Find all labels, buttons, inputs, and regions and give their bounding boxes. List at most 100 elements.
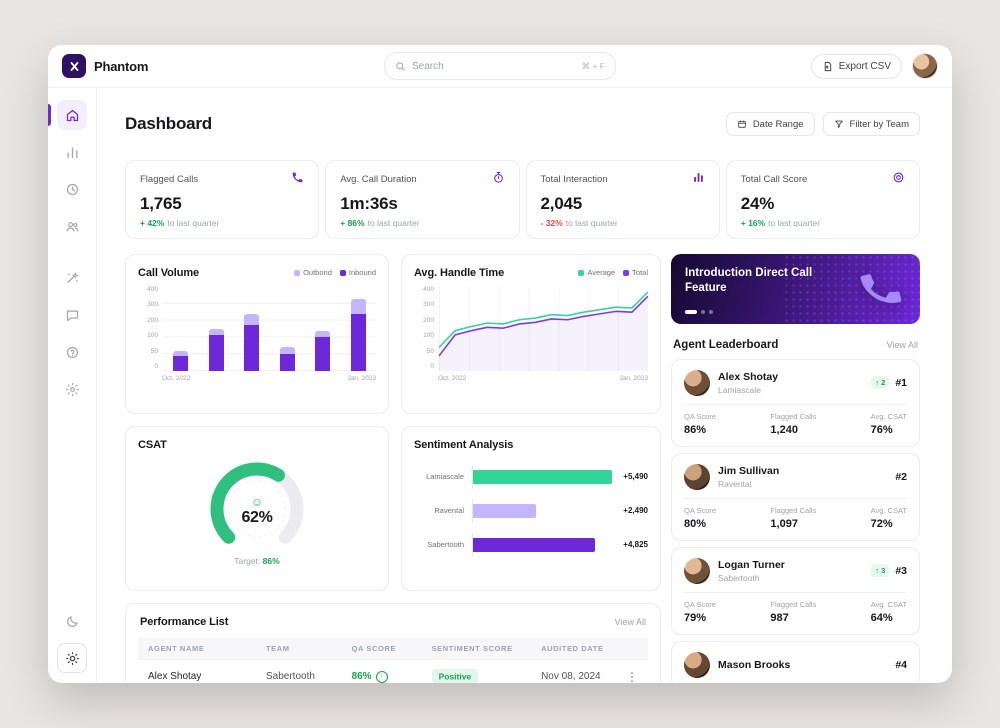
leaderboard-card-2[interactable]: Jim Sullivan Ravental #2 QA Score 80% Flag… — [671, 452, 920, 541]
sentiment-rows: Lamiascale +5,490 Ravental +2,490 — [414, 464, 648, 557]
row-menu-button[interactable]: ⋮ — [615, 658, 648, 683]
rank-label: #2 — [895, 470, 907, 483]
stacked-bar — [173, 287, 188, 371]
sentiment-row: Ravental +2,490 — [414, 498, 648, 523]
stat-label: Total Interaction — [540, 174, 608, 186]
stat-value: 24% — [740, 193, 775, 213]
sidebar-item-analytics[interactable] — [57, 137, 87, 167]
sidebar-item-support[interactable] — [57, 337, 87, 367]
handle-time-title: Avg. Handle Time — [414, 266, 505, 279]
stat-card-total-call-score: Total Call Score 24% + 16% to last quarte… — [725, 159, 920, 239]
phantom-logo-icon — [62, 54, 86, 78]
date-range-button[interactable]: Date Range — [725, 112, 815, 137]
sidebar-item-agents[interactable] — [57, 211, 87, 241]
search-placeholder: Search — [412, 60, 444, 72]
carousel-dot[interactable] — [701, 309, 705, 314]
sidebar-item-home[interactable] — [57, 100, 87, 130]
sidebar-item-history[interactable] — [57, 174, 87, 204]
banner-carousel-dots[interactable] — [685, 309, 713, 314]
search-input[interactable]: Search ⌘ + F — [384, 52, 616, 80]
cell-team: Sabertooth — [255, 658, 342, 683]
agents-icon — [66, 221, 78, 231]
export-icon — [822, 61, 833, 72]
performance-list-card: Performance List View All Agent Name Tea… — [125, 602, 661, 683]
sentiment-bar — [473, 503, 537, 518]
stat-label: Flagged Calls — [140, 174, 199, 186]
table-row[interactable]: Alex Shotay Sabertooth 86% ↑ Positive Nov… — [138, 658, 648, 683]
leaderboard-card-4[interactable]: Mason Brooks #4 — [671, 640, 920, 683]
handle-time-legend: Average Total — [578, 268, 648, 277]
stat-delta-suffix: to last quarter — [565, 217, 618, 228]
agent-avatar — [684, 463, 710, 490]
performance-title: Performance List — [140, 615, 229, 628]
sentiment-row: Lamiascale +5,490 — [414, 464, 648, 489]
sidebar-item-messages[interactable] — [57, 300, 87, 330]
csat-target: Target: 86% — [234, 555, 280, 566]
search-shortcut: ⌘ + F — [581, 60, 605, 71]
stat-card-total-interaction: Total Interaction 2,045 - 32% to last qua… — [525, 159, 720, 239]
stats-row: Flagged Calls 1,765 + 42% to last quarter… — [125, 159, 920, 239]
leaderboard-card-3[interactable]: Logan Turner Sabertooth ↑ 3 #3 QA Score 79%… — [671, 546, 920, 635]
agent-avatar — [684, 557, 710, 584]
cell-agent-name: Alex Shotay — [138, 658, 256, 683]
brand: Phantom — [62, 54, 384, 78]
stacked-bar — [244, 287, 260, 371]
home-icon — [66, 109, 78, 121]
cell-sentiment: Positive — [421, 658, 532, 683]
automation-icon — [67, 271, 79, 283]
arrow-up-circle-icon: ↑ — [375, 670, 388, 683]
stat-value: 2,045 — [540, 193, 583, 213]
stat-label: Avg. Call Duration — [340, 174, 417, 186]
sentiment-badge: Positive — [431, 668, 479, 683]
call-volume-y-axis: 400 300 200 100 50 0 — [147, 285, 158, 371]
performance-table: Agent Name Team QA Score Sentiment Score… — [138, 637, 648, 683]
export-csv-button[interactable]: Export CSV — [810, 53, 902, 79]
carousel-dot[interactable] — [685, 309, 697, 314]
handle-time-card: Avg. Handle Time Average Total 400 300 200… — [401, 253, 661, 414]
stat-value: 1,765 — [140, 193, 182, 213]
filter-icon — [834, 119, 844, 129]
date-range-label: Date Range — [752, 118, 804, 130]
stopwatch-icon — [492, 171, 505, 189]
settings-icon — [65, 382, 79, 396]
user-avatar[interactable] — [912, 53, 938, 79]
stacked-bar — [315, 287, 331, 371]
page-title: Dashboard — [125, 114, 212, 134]
stat-delta-suffix: to last quarter — [167, 217, 220, 228]
dark-mode-button[interactable] — [57, 606, 87, 636]
leaderboard-card-1[interactable]: Alex Shotay Lamiascale ↑ 2 #1 QA Score 86% … — [671, 358, 920, 447]
brand-name: Phantom — [94, 58, 149, 74]
cell-qa-score: 86% ↑ — [341, 658, 422, 683]
carousel-dot[interactable] — [709, 309, 713, 314]
sidebar-item-automation[interactable] — [57, 263, 87, 293]
top-bar: Phantom Search ⌘ + F Export CSV — [48, 45, 952, 88]
page-actions: Date Range Filter by Team — [725, 112, 920, 137]
stacked-bar — [279, 287, 295, 371]
legend-total: Total — [623, 268, 648, 277]
call-volume-bars — [163, 286, 376, 371]
leaderboard-view-all-link[interactable]: View All — [886, 339, 918, 350]
legend-inbound: Inbound — [339, 268, 376, 277]
stacked-bar — [350, 287, 366, 371]
calendar-icon — [737, 119, 747, 129]
stat-delta: + 16% — [740, 217, 766, 228]
performance-view-all-link[interactable]: View All — [614, 616, 646, 627]
stat-value: 1m:36s — [340, 193, 398, 213]
sun-icon — [65, 651, 79, 665]
moon-icon — [66, 615, 78, 627]
handle-time-x-axis: Oct, 2022 Jan, 2023 — [438, 374, 648, 382]
agent-avatar — [684, 369, 710, 396]
sidebar — [48, 88, 97, 683]
filter-by-team-button[interactable]: Filter by Team — [822, 112, 920, 137]
feature-banner[interactable]: Introduction Direct Call Feature — [671, 253, 920, 324]
legend-outbond: Outbond — [294, 268, 332, 277]
call-volume-x-axis: Oct, 2022 Jan, 2023 — [162, 374, 376, 382]
light-mode-button[interactable] — [57, 643, 87, 673]
banner-dot-pattern — [783, 253, 920, 324]
stat-delta-suffix: to last quarter — [367, 217, 420, 228]
sidebar-item-settings[interactable] — [57, 374, 87, 404]
csat-gauge: ☺ 62% — [182, 457, 332, 556]
stat-card-flagged-calls: Flagged Calls 1,765 + 42% to last quarter — [125, 159, 320, 239]
main-content: Dashboard Date Range Filter — [97, 88, 952, 683]
active-nav-indicator — [48, 104, 51, 126]
